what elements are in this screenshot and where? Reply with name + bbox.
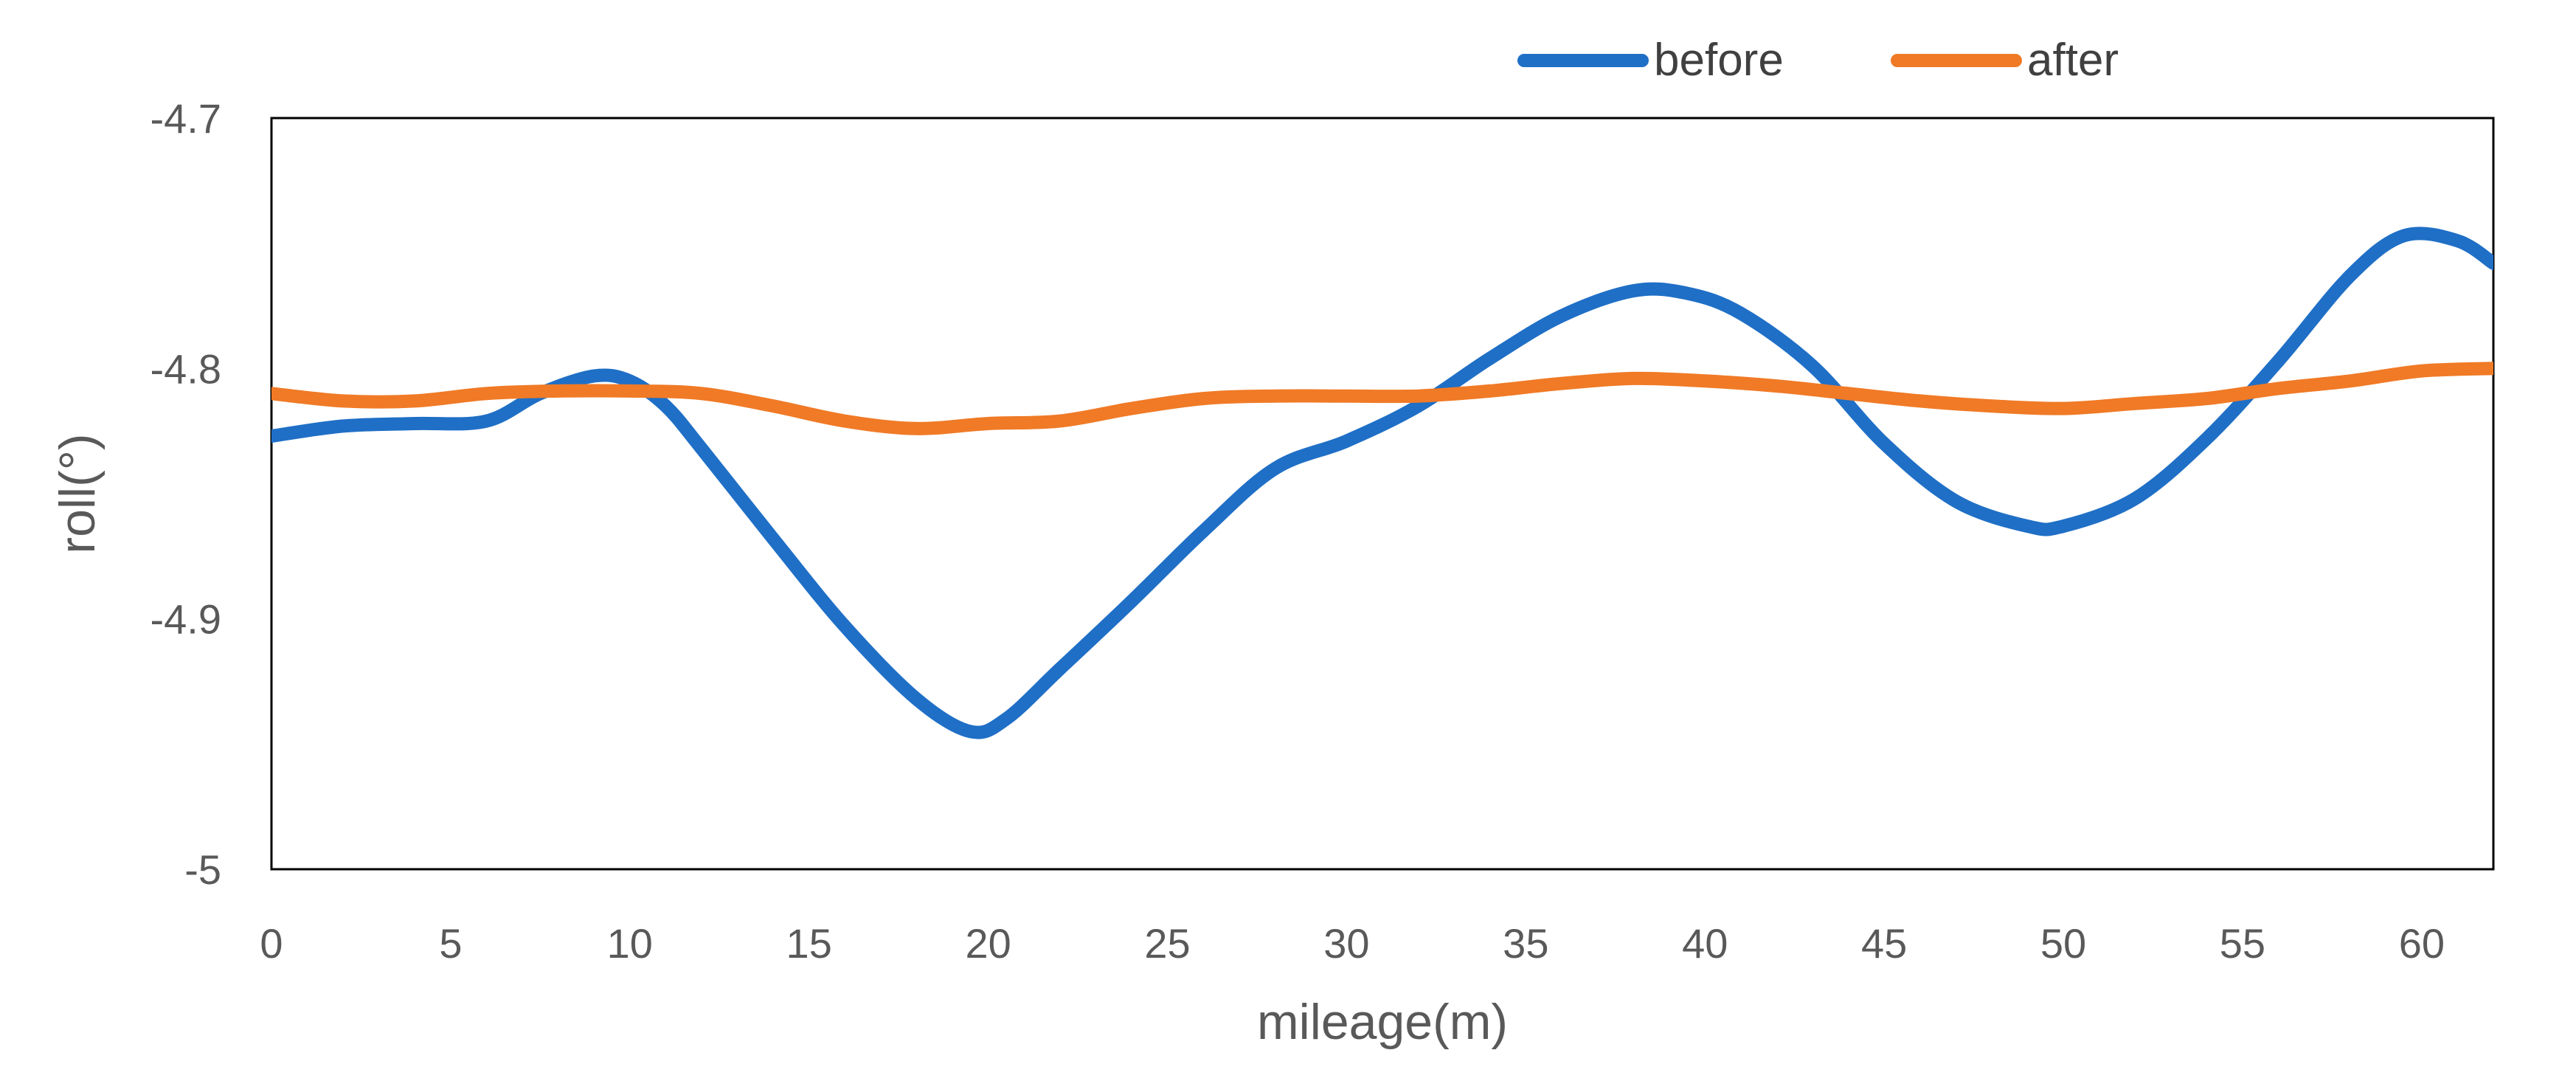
legend-label-before: before [1654, 35, 1784, 86]
x-tick-label: 25 [1144, 920, 1190, 967]
x-tick-label: 55 [2220, 920, 2265, 967]
x-axis-title: mileage(m) [1257, 994, 1508, 1050]
legend: before after [1517, 35, 2119, 86]
x-tick-label: 10 [607, 920, 653, 967]
x-tick-label: 5 [439, 920, 462, 967]
x-tick-label: 40 [1682, 920, 1728, 967]
y-axis-ticks: -5 -4.9 -4.8 -4.7 [150, 95, 222, 893]
x-tick-label: 15 [786, 920, 832, 967]
x-tick-label: 50 [2040, 920, 2086, 967]
x-tick-label: 45 [1861, 920, 1907, 967]
y-tick-label: -4.8 [150, 345, 222, 392]
legend-label-after: after [2027, 35, 2119, 86]
series-layer [271, 227, 2493, 739]
x-tick-label: 20 [965, 920, 1011, 967]
y-tick-label: -4.9 [150, 596, 222, 643]
x-tick-label: 60 [2399, 920, 2445, 967]
y-tick-label: -5 [184, 846, 221, 893]
x-tick-label: 0 [260, 920, 283, 967]
x-tick-label: 35 [1503, 920, 1548, 967]
plot-area-frame [270, 117, 2495, 871]
x-tick-label: 30 [1323, 920, 1369, 967]
y-axis-title: roll(°) [49, 433, 105, 553]
series-line-after [271, 362, 2493, 435]
y-tick-label: -4.7 [150, 95, 222, 142]
x-axis-ticks: 0 5 10 15 20 25 30 35 40 45 50 55 60 [260, 920, 2445, 967]
